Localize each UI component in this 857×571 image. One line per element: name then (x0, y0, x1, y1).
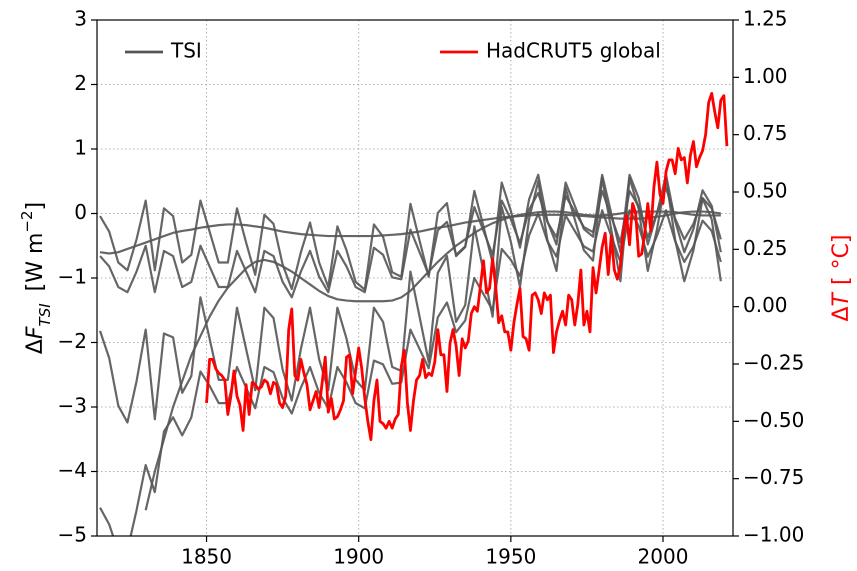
data-line (99, 210, 721, 255)
y2-tick-label: −1.00 (743, 523, 804, 547)
y2-tick-label: 1.25 (743, 7, 788, 31)
y2-label-delta: Δ (829, 306, 854, 321)
y-tick-label: 2 (74, 71, 87, 95)
legend: TSI HadCRUT5 global (125, 39, 661, 63)
x-tick-label: 1900 (333, 545, 384, 569)
data-line (99, 186, 722, 299)
y-axis-label: ΔFTSI [W m−2] (18, 202, 54, 354)
y2-label-symbol: T (829, 291, 854, 306)
y-tick-label: 1 (74, 136, 87, 160)
y-label-symbol: F (23, 326, 48, 339)
y-label-sup: −2 (18, 210, 36, 232)
y-tick-label: −2 (58, 329, 87, 353)
axes: 1850 1900 1950 2000 −5 −4 −3 −2 −1 0 1 2 3 −1.00 −0.75… (58, 7, 805, 569)
data-line (205, 91, 729, 442)
y-tick-label: −3 (58, 394, 87, 418)
x-tick-label: 1950 (485, 545, 536, 569)
plot-lines (98, 91, 729, 536)
y2-tick-label: −0.75 (743, 465, 804, 489)
y-label-delta: Δ (23, 339, 48, 354)
y-tick-label: 3 (74, 7, 87, 31)
legend-label: HadCRUT5 global (486, 39, 661, 63)
legend-label: TSI (170, 39, 202, 63)
y-label-sub: TSI (36, 303, 54, 327)
data-line (99, 209, 722, 536)
data-line (99, 173, 722, 291)
x-tick-label: 1850 (181, 545, 232, 569)
x-tick-label: 2000 (638, 545, 689, 569)
y2-tick-label: 0.00 (743, 293, 788, 317)
y2-tick-label: 0.25 (743, 236, 788, 260)
y-tick-label: −4 (58, 458, 87, 482)
y-label-end: ] (23, 202, 48, 211)
data-line (98, 176, 722, 424)
y2-tick-label: 0.75 (743, 121, 788, 145)
y-label-unit: [W m (23, 233, 48, 292)
y2-label-unit: [ °C] (829, 234, 854, 285)
y-tick-label: −5 (58, 523, 87, 547)
data-line (144, 210, 721, 511)
y-tick-label: −1 (58, 265, 87, 289)
y2-tick-label: 1.00 (743, 64, 788, 88)
y-tick-label: 0 (74, 200, 87, 224)
y2-axis-label: ΔT [ °C] (829, 234, 854, 321)
y2-tick-label: −0.25 (743, 351, 804, 375)
y2-tick-label: −0.50 (743, 408, 804, 432)
y2-tick-label: 0.50 (743, 179, 788, 203)
